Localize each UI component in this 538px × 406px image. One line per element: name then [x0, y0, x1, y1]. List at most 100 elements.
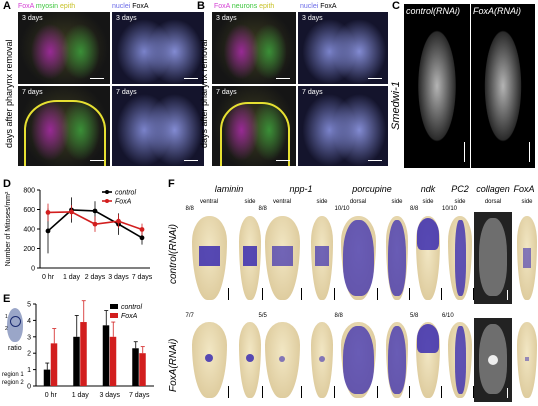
scale-bar	[334, 288, 335, 300]
time-label: 7 days	[116, 89, 137, 96]
x-tick-label: 0 hr	[42, 274, 55, 281]
data-point	[69, 209, 74, 215]
panel-e-bar-chart: 0 1 2 3 4 5 0 hr 1 day 3 days 7 days control FoxA	[27, 300, 154, 399]
data-point	[139, 235, 145, 241]
time-label: 3 days	[216, 15, 237, 22]
y-tick-label: 2	[27, 351, 31, 358]
scale-bar	[473, 386, 474, 398]
scale-bar	[464, 142, 465, 162]
scale-bar	[300, 288, 302, 300]
header-nuclei: nuclei	[300, 3, 319, 10]
panel-e-inset: 1 2 ratio	[4, 308, 26, 356]
scale-bar	[262, 288, 263, 300]
y-tick-label: 0	[27, 384, 31, 391]
panel-b-image-7d-merge: 7 days	[212, 86, 296, 166]
data-point	[45, 228, 51, 234]
panel-a-image-3d-nuclei: 3 days	[112, 12, 204, 84]
legend-swatch	[110, 304, 118, 309]
time-label: 3 days	[302, 15, 323, 22]
panel-c-side-label: Smedwi-1	[390, 81, 402, 130]
y-tick-label: 200	[23, 246, 35, 253]
inset-sub-2: region 2	[2, 380, 24, 386]
collagen-worm	[479, 324, 507, 394]
collagen-image	[474, 318, 512, 402]
view-label-ventral: ventral	[199, 199, 218, 205]
view-label-side: side	[521, 199, 533, 205]
x-tick-label: 7 days	[129, 392, 150, 399]
worm-image	[264, 216, 300, 300]
stain-laminin	[243, 246, 257, 266]
view-label-side: side	[244, 199, 256, 205]
worm-image	[517, 322, 537, 398]
panel-a-image-3d-merge: 3 days	[18, 12, 110, 84]
count-bottom: 7/7	[185, 313, 194, 319]
scale-bar	[276, 78, 290, 79]
scale-bar	[184, 78, 198, 79]
panel-b-header-left: FoxA neurons epith	[214, 3, 274, 10]
panel-b-image-3d-merge: 3 days	[212, 12, 296, 84]
scale-bar	[276, 160, 290, 161]
gene-header-FoxA: FoxA	[513, 184, 535, 194]
data-point	[116, 218, 121, 224]
stain-npp1	[279, 356, 285, 362]
bar-control	[102, 325, 110, 386]
view-label-dorsal: dorsal	[349, 199, 367, 205]
stain-laminin	[205, 354, 213, 362]
count-top: 8/8	[185, 206, 194, 212]
scale-bar	[90, 160, 104, 161]
gene-header-collagen: collagen	[476, 184, 510, 194]
y-tick-label: 1	[27, 367, 31, 374]
scale-bar	[334, 386, 335, 398]
x-tick-label: 3 days	[108, 274, 129, 281]
panel-a-header-right: nuclei FoxA	[112, 3, 149, 10]
bar-control	[132, 348, 139, 386]
view-label-ventral: ventral	[272, 199, 291, 205]
gene-header-PC2: PC2	[451, 184, 469, 194]
count-bottom: 5/8	[410, 313, 419, 319]
y-tick-label: 600	[23, 207, 35, 214]
stain-npp1	[315, 246, 329, 266]
panel-c-image-control: control(RNAi)	[404, 4, 470, 168]
panel-b-side-label: days after pharynx removal	[199, 39, 209, 148]
y-tick-label: 800	[23, 188, 35, 195]
worm-image	[416, 322, 440, 398]
worm-image	[448, 322, 472, 398]
scale-bar	[227, 288, 229, 300]
stain-laminin	[246, 354, 254, 362]
panel-label-c: C	[392, 0, 400, 12]
stain-foxa	[523, 248, 531, 268]
scale-bar	[300, 386, 302, 398]
y-axis-label: Number of Mitoses/mm²	[5, 191, 12, 266]
worm-image	[340, 216, 376, 300]
view-label-side: side	[316, 199, 328, 205]
count-top: 10/10	[442, 206, 458, 212]
scale-bar	[368, 78, 382, 79]
x-tick-label: 1 day	[72, 392, 90, 399]
count-bottom: 5/5	[258, 313, 267, 319]
view-label-side: side	[422, 199, 434, 205]
panel-a-image-7d-nuclei: 7 days	[112, 86, 204, 166]
collagen-worm	[479, 218, 507, 296]
panel-label-a: A	[3, 0, 11, 12]
worm-image	[239, 216, 261, 300]
worm-image	[416, 216, 440, 300]
worm-image	[264, 322, 300, 398]
time-label: 3 days	[22, 15, 43, 22]
header-foxa: FoxA	[18, 3, 34, 10]
gene-header-laminin: laminin	[214, 184, 244, 194]
header-myosin: myosin	[33, 3, 59, 10]
y-tick-label: 0	[31, 266, 35, 273]
scale-bar	[441, 386, 442, 398]
panel-label-d: D	[3, 178, 11, 190]
scale-bar	[227, 386, 229, 398]
bar-FoxA	[50, 343, 58, 386]
collagen-image	[474, 212, 512, 304]
gene-header-porcupine: porcupine	[352, 184, 392, 194]
panel-label-b: B	[197, 0, 205, 12]
header-neurons: neurons	[229, 3, 258, 10]
x-tick-label: 2 days	[85, 274, 106, 281]
bar-FoxA	[80, 322, 87, 386]
stain-porcupine	[388, 220, 406, 296]
stain-porcupine	[388, 326, 406, 394]
time-label: 3 days	[116, 15, 137, 22]
